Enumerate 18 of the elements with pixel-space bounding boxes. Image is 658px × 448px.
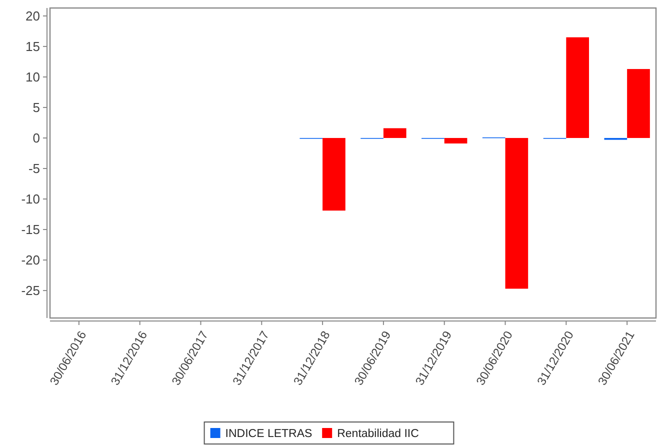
y-tick-label: 10 [26, 70, 40, 85]
bar [444, 138, 468, 144]
y-tick-label: 20 [26, 8, 40, 24]
y-tick-label: -15 [21, 222, 40, 238]
legend-label: Rentabilidad IIC [337, 428, 419, 440]
bar [383, 128, 406, 138]
bar [322, 138, 346, 211]
y-tick-label: 15 [26, 38, 40, 54]
y-tick-label: -10 [21, 192, 40, 207]
y-tick-label: -20 [21, 252, 40, 268]
bar [627, 69, 650, 138]
y-tick-label: -25 [21, 283, 40, 298]
legend-label: INDICE LETRAS [225, 428, 313, 440]
y-tick-label: 5 [32, 100, 40, 116]
y-tick-label: -5 [28, 161, 40, 176]
bar [505, 138, 528, 289]
bar [566, 37, 590, 138]
y-tick-label: 0 [32, 130, 40, 146]
